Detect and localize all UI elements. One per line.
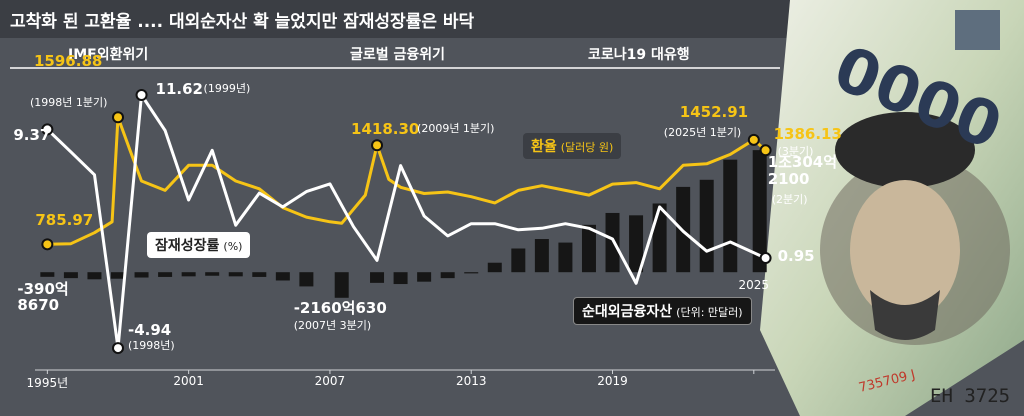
bar bbox=[111, 272, 125, 279]
bar bbox=[40, 272, 55, 277]
value-label: 1452.91 bbox=[679, 102, 749, 121]
point-marker bbox=[112, 342, 124, 355]
portrait-beard bbox=[870, 290, 940, 340]
bar bbox=[252, 272, 267, 277]
value-label: 1418.30 bbox=[351, 120, 420, 139]
value-label: -2160억630 bbox=[293, 298, 387, 317]
value-label: 0.95 bbox=[777, 247, 815, 266]
point-marker bbox=[41, 238, 54, 251]
portrait-hat bbox=[835, 112, 975, 188]
bar bbox=[205, 272, 220, 276]
bar bbox=[511, 248, 526, 273]
bar bbox=[63, 272, 78, 279]
value-note: (1998년 1분기) bbox=[30, 96, 108, 110]
legend-label: 잠재성장률 (%) bbox=[147, 232, 251, 258]
bar bbox=[534, 239, 549, 273]
x-tick-label: 2007 bbox=[314, 374, 346, 388]
value-note: (3분기) bbox=[777, 145, 814, 159]
value-label: -390억 8670 bbox=[17, 279, 69, 315]
event-label: IMF외환위기 bbox=[68, 47, 149, 63]
bar bbox=[181, 272, 196, 277]
bar bbox=[581, 224, 596, 273]
event-label: 글로벌 금융위기 bbox=[350, 47, 446, 63]
value-note: (1999년) bbox=[203, 82, 251, 95]
value-note: (2025년 1분기) bbox=[663, 125, 742, 139]
legend-name: 잠재성장률 bbox=[155, 238, 220, 254]
legend-label: 환율 (달러당 원) bbox=[523, 133, 622, 159]
line bbox=[46, 93, 767, 350]
bar bbox=[87, 272, 102, 280]
title: 고착화 된 고환율 .... 대외순자산 확 늘었지만 잠재성장률은 바닥 bbox=[10, 12, 475, 32]
value-label: 1596.88 bbox=[34, 52, 103, 71]
point-marker bbox=[371, 139, 384, 152]
value-note: (1998년) bbox=[128, 339, 175, 353]
legend-name: 순대외금융자산 bbox=[582, 304, 673, 320]
bar bbox=[440, 272, 455, 279]
bar bbox=[275, 272, 290, 281]
point-marker bbox=[112, 111, 124, 124]
value-label: -4.94 bbox=[128, 321, 172, 340]
value-label: 1조304억 2100 bbox=[767, 153, 838, 188]
point-marker bbox=[759, 144, 772, 157]
bar bbox=[370, 272, 385, 283]
bar bbox=[487, 262, 502, 273]
bar bbox=[605, 212, 620, 273]
x-tick-label: 2013 bbox=[455, 374, 487, 388]
bar bbox=[752, 150, 767, 273]
bar bbox=[629, 215, 644, 273]
legend-name: 환율 bbox=[531, 139, 557, 155]
x-tick-label: 2025 bbox=[738, 278, 770, 293]
bar bbox=[158, 272, 173, 277]
point-marker bbox=[759, 252, 772, 265]
bar bbox=[134, 272, 149, 278]
event-label: 코로나19 대유행 bbox=[588, 47, 690, 63]
bar bbox=[723, 159, 738, 273]
banknote: 0000 735709 J EH 3725 bbox=[760, 0, 1024, 416]
bar bbox=[334, 272, 349, 298]
point-marker bbox=[41, 123, 54, 136]
bar bbox=[228, 272, 243, 277]
value-note: (2007년 3분기) bbox=[293, 318, 372, 332]
portrait-face bbox=[850, 180, 960, 320]
bar bbox=[299, 272, 314, 287]
x-tick-label: 2001 bbox=[173, 374, 204, 388]
point-marker bbox=[747, 133, 760, 146]
bar bbox=[699, 179, 714, 273]
value-note: (2분기) bbox=[771, 193, 808, 207]
legend-unit: (달러당 원) bbox=[560, 141, 614, 154]
point-markers bbox=[41, 89, 772, 355]
bar bbox=[393, 272, 408, 285]
value-label: 11.62 bbox=[155, 80, 203, 98]
bar bbox=[464, 272, 479, 274]
value-label: 1386.13 bbox=[773, 125, 842, 144]
bar bbox=[417, 272, 432, 282]
banknote-hologram bbox=[955, 10, 1000, 50]
legend-unit: (단위: 만달러) bbox=[676, 306, 743, 319]
plot bbox=[40, 93, 767, 350]
x-tick-label: 1995년 bbox=[26, 376, 69, 390]
point-marker bbox=[135, 89, 148, 102]
legend-unit: (%) bbox=[223, 240, 243, 253]
x-tick-label: 2019 bbox=[597, 374, 628, 388]
value-label: 785.97 bbox=[35, 211, 94, 230]
line bbox=[47, 115, 767, 246]
banknote-serial: EH 3725 bbox=[930, 385, 1010, 407]
bar bbox=[558, 242, 573, 273]
value-note: (2009년 1분기) bbox=[417, 122, 495, 136]
legend-label: 순대외금융자산 (단위: 만달러) bbox=[573, 297, 752, 325]
value-label: 9.37 bbox=[13, 126, 51, 145]
